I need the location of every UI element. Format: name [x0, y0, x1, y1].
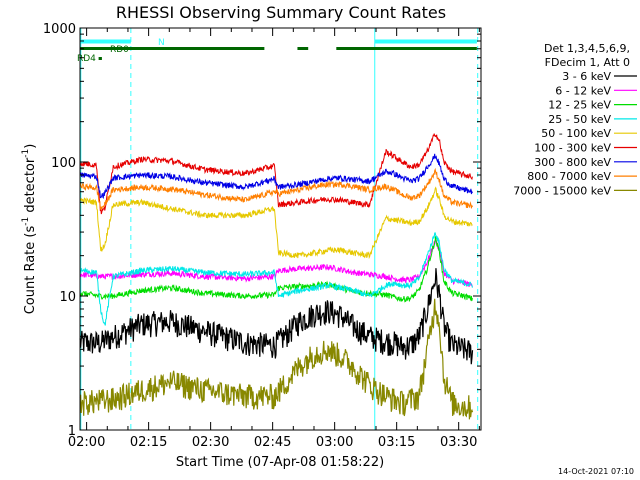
legend-label-4: 50 - 100 keV	[541, 127, 611, 140]
legend: Det 1,3,4,5,6,9, FDecim 1, Att 0 3 - 6 k…	[513, 42, 637, 197]
x-tick-label-3: 02:45	[254, 435, 291, 450]
x-tick-label-1: 02:15	[130, 435, 167, 450]
legend-label-8: 7000 - 15000 keV	[513, 184, 611, 197]
y-tick-label-2: 100	[51, 156, 76, 171]
legend-label-3: 25 - 50 keV	[548, 113, 611, 126]
legend-label-7: 800 - 7000 keV	[527, 170, 611, 183]
status-bars: N RD0 RD4	[77, 38, 477, 64]
x-tick-label-5: 03:15	[378, 435, 415, 450]
series-line-8	[79, 298, 474, 420]
chart-title: RHESSI Observing Summary Count Rates	[116, 3, 446, 22]
legend-header-line-2: FDecim 1, Att 0	[545, 56, 630, 69]
footer-timestamp: 14-Oct-2021 07:10	[558, 467, 634, 476]
vertical-markers	[80, 28, 479, 430]
y-tick-label-3: 1000	[43, 22, 76, 37]
legend-label-1: 6 - 12 keV	[555, 84, 611, 97]
x-tick-label-6: 03:30	[440, 435, 477, 450]
series-line-3	[79, 232, 473, 326]
status-bar-label-rd0: RD0	[110, 45, 129, 55]
x-tick-label-0: 02:00	[68, 435, 105, 450]
legend-header-line-1: Det 1,3,4,5,6,9,	[544, 42, 630, 55]
series-line-0	[79, 268, 474, 365]
legend-label-5: 100 - 300 keV	[534, 142, 611, 155]
y-axis-label-mid: detector	[23, 157, 38, 217]
y-axis-label: Count Rate (s-1 detector-1)	[21, 144, 38, 315]
y-tick-label-1: 10	[59, 290, 76, 305]
y-axis-label-main: Count Rate (s	[23, 226, 38, 315]
legend-label-2: 12 - 25 keV	[548, 99, 611, 112]
y-axis-label-end: )	[23, 144, 38, 149]
legend-label-0: 3 - 6 keV	[562, 70, 611, 83]
legend-label-6: 300 - 800 keV	[534, 156, 611, 169]
series-line-2	[79, 236, 473, 303]
status-bar-label-rd4: RD4	[77, 54, 96, 64]
y-tick-label-0: 1	[68, 424, 76, 439]
status-bar-label-n: N	[158, 38, 165, 48]
x-axis-label: Start Time (07-Apr-08 01:58:22)	[176, 455, 384, 470]
series-line-4	[79, 186, 473, 260]
plot-frame	[79, 27, 482, 431]
axes: 02:00 02:15 02:30 02:45 03:00 03:15 03:30 1 10 10…	[43, 22, 481, 450]
y-axis-label-sup2: -1	[21, 149, 31, 158]
series-line-6	[79, 153, 473, 199]
series-layer	[79, 133, 474, 420]
series-line-7	[79, 167, 473, 210]
x-tick-label-2: 02:30	[192, 435, 229, 450]
y-axis-label-sup1: -1	[21, 217, 31, 226]
x-tick-label-4: 03:00	[316, 435, 353, 450]
